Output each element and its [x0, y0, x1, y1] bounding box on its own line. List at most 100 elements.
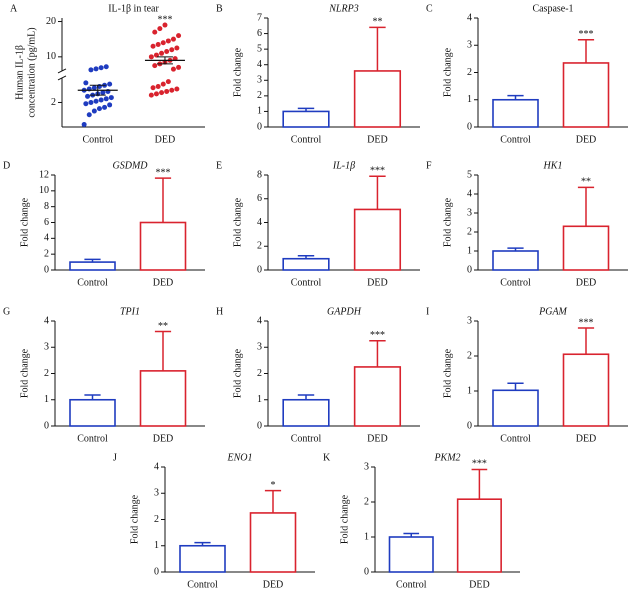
axis-break — [57, 68, 67, 81]
error-bar — [369, 175, 386, 210]
y-tick-label: 2 — [257, 241, 262, 252]
data-point — [165, 38, 171, 44]
error-bar — [577, 327, 595, 355]
panel-label: C — [426, 3, 433, 14]
bar — [562, 225, 610, 271]
chart-title: PKM2 — [433, 452, 460, 463]
bar — [456, 498, 502, 573]
bar — [562, 353, 610, 427]
bar — [562, 62, 610, 128]
bar — [492, 98, 539, 128]
y-tick-label: 4 — [257, 217, 262, 228]
y-tick-label: 4 — [44, 233, 49, 244]
data-point — [91, 85, 97, 91]
y-tick-label: 2 — [51, 97, 56, 108]
x-tick-label: Control — [77, 277, 108, 288]
y-axis-label: Fold change — [232, 197, 243, 247]
y-tick-label: 8 — [44, 201, 49, 212]
y-tick-label: 6 — [257, 28, 262, 39]
panel-label: B — [216, 3, 223, 14]
y-tick-label: 20 — [46, 16, 56, 27]
bar — [282, 398, 330, 427]
data-point — [102, 104, 108, 110]
y-tick-label: 12 — [39, 169, 49, 180]
y-tick-label: 2 — [257, 90, 262, 101]
significance: * — [271, 480, 276, 491]
y-tick-label: 1 — [467, 385, 472, 396]
data-point — [165, 79, 171, 85]
error-bar — [471, 468, 488, 500]
y-axis-label: Fold change — [129, 494, 140, 544]
data-point — [100, 90, 106, 96]
y-tick-label: 5 — [467, 169, 472, 180]
significance: *** — [157, 14, 172, 25]
x-tick-label: Control — [82, 134, 113, 145]
x-tick-label: DED — [576, 433, 597, 444]
data-point — [174, 86, 180, 92]
y-axis-label: Fold change — [232, 47, 243, 97]
x-tick-label: DED — [367, 134, 388, 145]
y-tick-label: 2 — [364, 496, 369, 507]
chart-title: TPI1 — [120, 306, 140, 317]
y-tick-label: 2 — [44, 248, 49, 259]
y-tick-label: 1 — [44, 394, 49, 405]
data-point — [160, 81, 166, 87]
data-point — [169, 47, 175, 53]
chart-title: Caspase-1 — [532, 3, 573, 14]
x-tick-label: Control — [291, 277, 322, 288]
error-bar — [264, 489, 282, 513]
significance: *** — [156, 167, 171, 178]
x-tick-label: Control — [500, 433, 531, 444]
chart-title: NLRP3 — [328, 3, 358, 14]
x-tick-label: DED — [155, 134, 176, 145]
x-tick-label: Control — [77, 433, 108, 444]
bar — [139, 370, 187, 427]
data-point — [83, 101, 89, 107]
y-tick-label: 0 — [44, 264, 49, 275]
y-tick-label: 0 — [154, 566, 159, 577]
significance: *** — [472, 459, 487, 470]
y-tick-label: 1 — [257, 106, 262, 117]
y-tick-label: 2 — [467, 67, 472, 78]
x-tick-label: Control — [500, 134, 531, 145]
x-tick-label: DED — [367, 277, 388, 288]
data-point — [93, 66, 99, 72]
error-bar — [156, 56, 173, 65]
y-tick-label: 6 — [257, 193, 262, 204]
data-point — [164, 88, 170, 94]
error-bar — [507, 382, 524, 391]
y-tick-label: 4 — [467, 188, 472, 199]
panel-label: I — [426, 306, 429, 317]
y-tick-label: 4 — [257, 315, 262, 326]
data-point — [148, 92, 154, 98]
y-tick-label: 4 — [467, 12, 472, 23]
y-tick-label: 4 — [257, 59, 262, 70]
data-point — [150, 43, 156, 49]
chart-title: PGAM — [538, 306, 567, 317]
data-point — [103, 96, 109, 102]
x-tick-label: Control — [291, 134, 322, 145]
chart-title: HK1 — [543, 160, 563, 171]
y-tick-label: 0 — [44, 420, 49, 431]
bar — [492, 250, 539, 271]
data-point — [153, 91, 159, 97]
panel-label: H — [216, 306, 223, 317]
x-tick-label: Control — [187, 579, 218, 589]
bar — [353, 70, 402, 128]
y-tick-label: 0 — [257, 121, 262, 132]
panel-label: J — [113, 452, 117, 463]
data-point — [155, 84, 161, 90]
x-tick-label: Control — [291, 433, 322, 444]
data-point — [160, 40, 166, 46]
error-bar — [154, 330, 172, 371]
data-point — [108, 95, 114, 101]
x-tick-label: DED — [576, 134, 597, 145]
bar — [282, 110, 330, 128]
y-tick-label: 0 — [467, 121, 472, 132]
y-axis-label: Fold change — [442, 197, 453, 247]
data-point — [174, 45, 180, 51]
bar — [492, 389, 539, 427]
data-point — [86, 112, 92, 118]
panel-label: D — [3, 160, 10, 171]
